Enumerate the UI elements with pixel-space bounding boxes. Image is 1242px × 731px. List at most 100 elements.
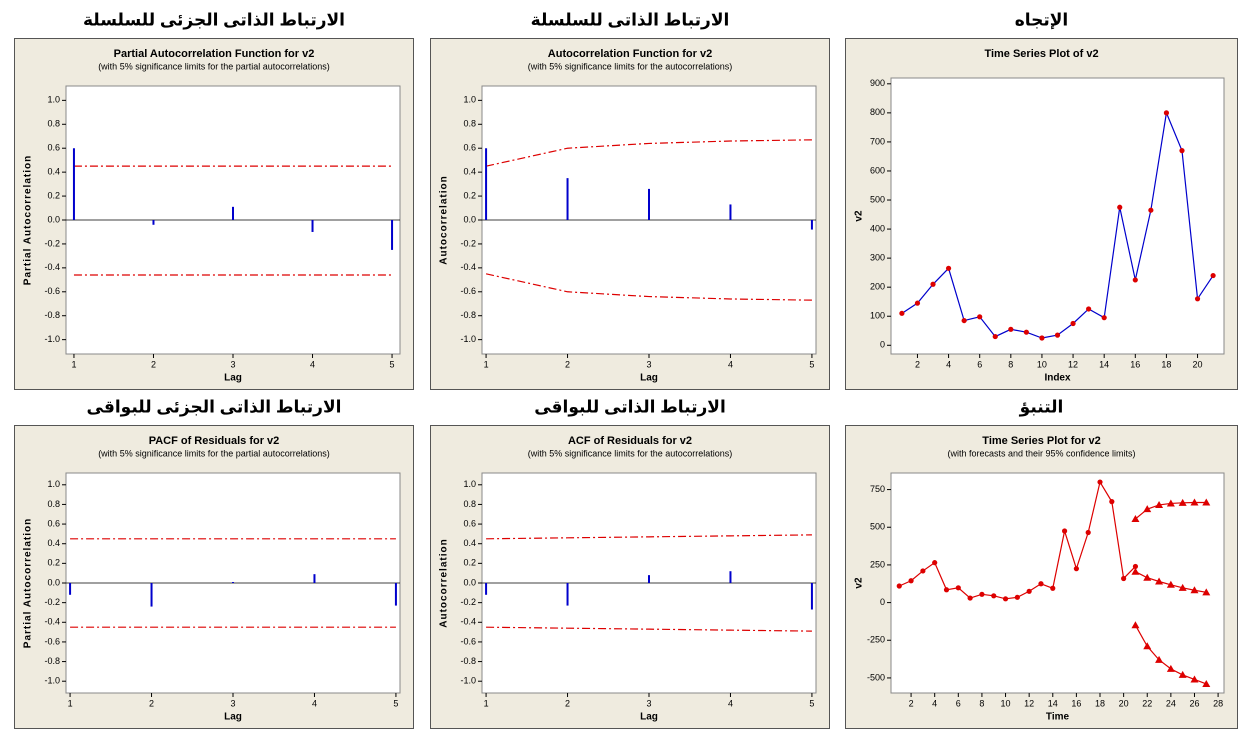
x-tick-label: 5 — [809, 359, 814, 369]
upper-limit-marker — [1143, 505, 1152, 513]
x-tick-label: 4 — [932, 698, 937, 708]
y-tick-label: 0.8 — [47, 499, 60, 509]
upper-limit-marker — [1190, 498, 1199, 506]
lower-limit-marker — [1202, 679, 1211, 687]
y-tick-label: -0.6 — [460, 636, 476, 646]
point — [1163, 110, 1170, 116]
x-tick-label: 12 — [1068, 359, 1078, 369]
forecast-marker — [1155, 577, 1164, 585]
panel-heading: التنبؤ — [1019, 397, 1064, 417]
y-tick-label: -0.8 — [44, 656, 60, 666]
y-axis-label: v2 — [854, 577, 865, 589]
chart-subtitle: (with forecasts and their 95% confidence… — [947, 448, 1135, 458]
y-tick-label: 0.4 — [463, 538, 476, 548]
point — [1194, 296, 1201, 302]
y-tick-label: -0.2 — [44, 597, 60, 607]
x-tick-label: 16 — [1130, 359, 1140, 369]
point — [943, 587, 950, 593]
y-tick-label: -1.0 — [460, 334, 476, 344]
point — [1026, 588, 1032, 594]
y-tick-label: 600 — [870, 165, 885, 175]
x-tick-label: 6 — [977, 359, 982, 369]
x-tick-label: 14 — [1048, 698, 1058, 708]
point — [1086, 306, 1092, 312]
point — [945, 265, 952, 271]
x-tick-label: 4 — [310, 359, 315, 369]
x-tick-label: 18 — [1095, 698, 1105, 708]
point — [899, 310, 905, 316]
x-tick-label: 20 — [1119, 698, 1129, 708]
y-tick-label: 1.0 — [47, 479, 60, 489]
upper-limit — [486, 534, 812, 540]
lower-limit-marker — [1166, 664, 1175, 672]
lower-limit-marker — [1190, 675, 1199, 683]
y-tick-label: -0.4 — [44, 262, 60, 272]
y-tick-label: 0.6 — [47, 518, 60, 528]
point — [992, 333, 998, 340]
point — [1050, 585, 1056, 591]
x-tick-label: 5 — [809, 698, 814, 708]
x-axis-label: Lag — [224, 373, 242, 384]
y-tick-label: 800 — [870, 107, 885, 117]
x-tick-label: 2 — [149, 698, 154, 708]
lower-limit — [486, 626, 812, 632]
x-tick-label: 6 — [956, 698, 961, 708]
x-tick-label: 10 — [1001, 698, 1011, 708]
upper-limit-marker — [1178, 498, 1187, 506]
y-tick-label: 0.0 — [47, 214, 60, 224]
lower-limit-marker — [1131, 621, 1140, 629]
point — [967, 595, 973, 601]
y-tick-label: 0.6 — [47, 143, 60, 153]
x-tick-label: 22 — [1142, 698, 1152, 708]
point — [1002, 596, 1009, 602]
point — [914, 300, 921, 306]
y-tick-label: -0.8 — [460, 310, 476, 320]
x-tick-label: 5 — [393, 698, 398, 708]
chart-subtitle: (with 5% significance limits for the par… — [98, 61, 330, 71]
x-tick-label: 1 — [484, 359, 489, 369]
y-tick-label: 750 — [870, 484, 885, 494]
y-tick-label: -1.0 — [44, 334, 60, 344]
y-tick-label: 0.2 — [463, 558, 476, 568]
point — [1179, 148, 1185, 154]
x-tick-label: 8 — [1008, 359, 1013, 369]
x-tick-label: 5 — [390, 359, 395, 369]
point — [1085, 529, 1091, 536]
y-tick-label: 900 — [870, 78, 885, 88]
x-tick-label: 2 — [565, 359, 570, 369]
chart-subtitle: (with 5% significance limits for the aut… — [528, 448, 733, 458]
x-axis-label: Lag — [640, 373, 658, 384]
upper-limit-marker — [1155, 500, 1164, 508]
y-tick-label: 0.2 — [47, 558, 60, 568]
point — [932, 560, 938, 566]
y-tick-label: 0.8 — [47, 119, 60, 129]
x-tick-label: 10 — [1037, 359, 1047, 369]
y-tick-label: 0.8 — [463, 119, 476, 129]
y-tick-label: 300 — [870, 253, 885, 263]
x-tick-label: 2 — [915, 359, 920, 369]
forecast-marker — [1190, 586, 1199, 594]
x-tick-label: 8 — [979, 698, 984, 708]
point — [1054, 332, 1061, 338]
lower-limit — [485, 273, 812, 301]
point — [1008, 326, 1014, 332]
x-tick-label: 4 — [946, 359, 951, 369]
panel-heading: الارتباط الذاتى الجزئى للسلسلة — [83, 10, 345, 30]
point — [896, 583, 902, 589]
x-tick-label: 20 — [1193, 359, 1203, 369]
y-tick-label: 0.0 — [463, 577, 476, 587]
y-tick-label: -0.2 — [460, 597, 476, 607]
point — [961, 317, 967, 324]
point — [1038, 581, 1044, 587]
x-tick-label: 3 — [646, 698, 651, 708]
x-axis-label: Time — [1046, 712, 1070, 723]
y-tick-label: 200 — [870, 282, 885, 292]
y-tick-label: 0.0 — [463, 214, 476, 224]
chart-title: Time Series Plot for v2 — [982, 435, 1100, 447]
y-tick-label: 1.0 — [463, 479, 476, 489]
point — [979, 591, 985, 597]
chart-title: Time Series Plot of v2 — [984, 48, 1098, 60]
x-tick-label: 1 — [68, 698, 73, 708]
y-tick-label: -0.4 — [460, 262, 476, 272]
x-tick-label: 1 — [484, 698, 489, 708]
